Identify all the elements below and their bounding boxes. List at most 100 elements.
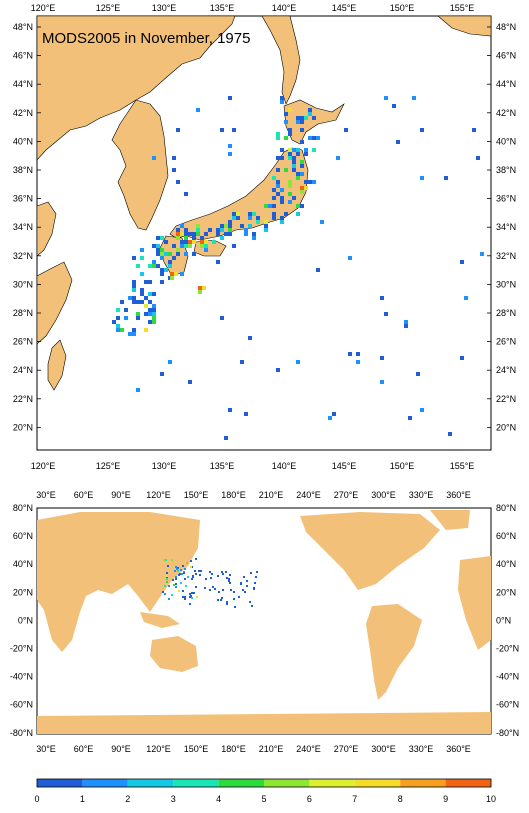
observation-cell	[152, 320, 156, 324]
colorbar-label: 10	[486, 794, 496, 804]
global-map-lat-labels-right: 80°N 60°N 40°N 20°N 0°N -20°N -40°N -60°N -80°N	[496, 503, 519, 738]
observation-cell	[204, 232, 208, 236]
observation-cell	[136, 300, 140, 304]
observation-cell	[160, 272, 164, 276]
observation-cell	[176, 232, 180, 236]
observation-cell	[168, 585, 170, 587]
observation-cell	[248, 336, 252, 340]
observation-cell	[276, 136, 280, 140]
observation-cell	[256, 220, 260, 224]
observation-cell	[148, 308, 152, 312]
lon-label: 125°E	[96, 3, 121, 13]
lon-label: 145°E	[332, 3, 357, 13]
observation-cell	[165, 559, 167, 561]
observation-cell	[300, 204, 304, 208]
observation-cell	[344, 128, 348, 132]
observation-cell	[316, 136, 320, 140]
observation-cell	[160, 236, 164, 240]
observation-cell	[276, 132, 280, 136]
lon-label: 180°E	[221, 744, 246, 754]
observation-cell	[184, 568, 186, 570]
observation-cell	[304, 148, 308, 152]
lon-label: 120°E	[31, 3, 56, 13]
observation-cell	[178, 590, 180, 592]
observation-cell	[228, 228, 232, 232]
observation-cell	[164, 585, 166, 587]
observation-cell	[162, 591, 164, 593]
observation-cell	[300, 128, 304, 132]
observation-cell	[220, 316, 224, 320]
observation-cell	[312, 180, 316, 184]
observation-cell	[168, 260, 172, 264]
lat-label: 46°N	[13, 51, 33, 61]
observation-cell	[116, 316, 120, 320]
observation-cell	[226, 601, 228, 603]
lat-label: -20°N	[496, 644, 519, 654]
observation-cell	[198, 570, 200, 572]
observation-cell	[226, 577, 228, 579]
observation-cell	[248, 212, 252, 216]
lat-label: 36°N	[13, 194, 33, 204]
observation-cell	[180, 244, 184, 248]
observation-cell	[212, 240, 216, 244]
observation-cell	[184, 232, 188, 236]
observation-cell	[300, 116, 304, 120]
observation-cell	[296, 212, 300, 216]
lat-label: 30°N	[496, 279, 516, 289]
observation-cell	[252, 232, 256, 236]
lon-label: 360°E	[446, 744, 471, 754]
lat-label: 20°N	[496, 422, 516, 432]
observation-cell	[176, 248, 180, 252]
observation-cell	[408, 416, 412, 420]
lat-label: 80°N	[496, 503, 516, 513]
observation-cell	[300, 120, 304, 124]
observation-cell	[249, 601, 251, 603]
observation-cell	[136, 312, 140, 316]
lat-label: -60°N	[10, 700, 33, 710]
lat-label: 20°N	[496, 587, 516, 597]
observation-cell	[476, 156, 480, 160]
observation-cell	[148, 320, 152, 324]
observation-cell	[300, 140, 304, 144]
colorbar-swatch	[400, 779, 446, 787]
observation-cell	[160, 256, 164, 260]
observation-cell	[144, 312, 148, 316]
observation-cell	[256, 571, 258, 573]
observation-cell	[296, 204, 300, 208]
observation-cell	[392, 104, 396, 108]
observation-cell	[144, 296, 148, 300]
lat-label: 28°N	[13, 308, 33, 318]
observation-cell	[152, 156, 156, 160]
colorbar-swatch	[218, 779, 264, 787]
observation-cell	[186, 562, 188, 564]
global-map-observations	[162, 558, 258, 608]
observation-cell	[163, 559, 165, 561]
observation-cell	[248, 224, 252, 228]
lat-label: 22°N	[13, 394, 33, 404]
observation-cell	[189, 593, 191, 595]
observation-cell	[196, 108, 200, 112]
observation-cell	[280, 100, 284, 104]
observation-cell	[140, 272, 144, 276]
observation-cell	[380, 356, 384, 360]
observation-cell	[296, 116, 300, 120]
observation-cell	[152, 260, 156, 264]
observation-cell	[184, 192, 188, 196]
lon-label: 330°E	[409, 490, 434, 500]
lon-label: 155°E	[450, 3, 475, 13]
observation-cell	[192, 232, 196, 236]
observation-cell	[132, 296, 136, 300]
observation-cell	[220, 128, 224, 132]
observation-cell	[280, 200, 284, 204]
observation-cell	[192, 576, 194, 578]
observation-cell	[308, 108, 312, 112]
observation-cell	[172, 168, 176, 172]
observation-cell	[232, 128, 236, 132]
lat-label: 34°N	[496, 222, 516, 232]
lat-label: 24°N	[496, 365, 516, 375]
observation-cell	[300, 172, 304, 176]
lat-label: -60°N	[496, 700, 519, 710]
colorbar-label: 7	[352, 794, 357, 804]
observation-cell	[276, 180, 280, 184]
